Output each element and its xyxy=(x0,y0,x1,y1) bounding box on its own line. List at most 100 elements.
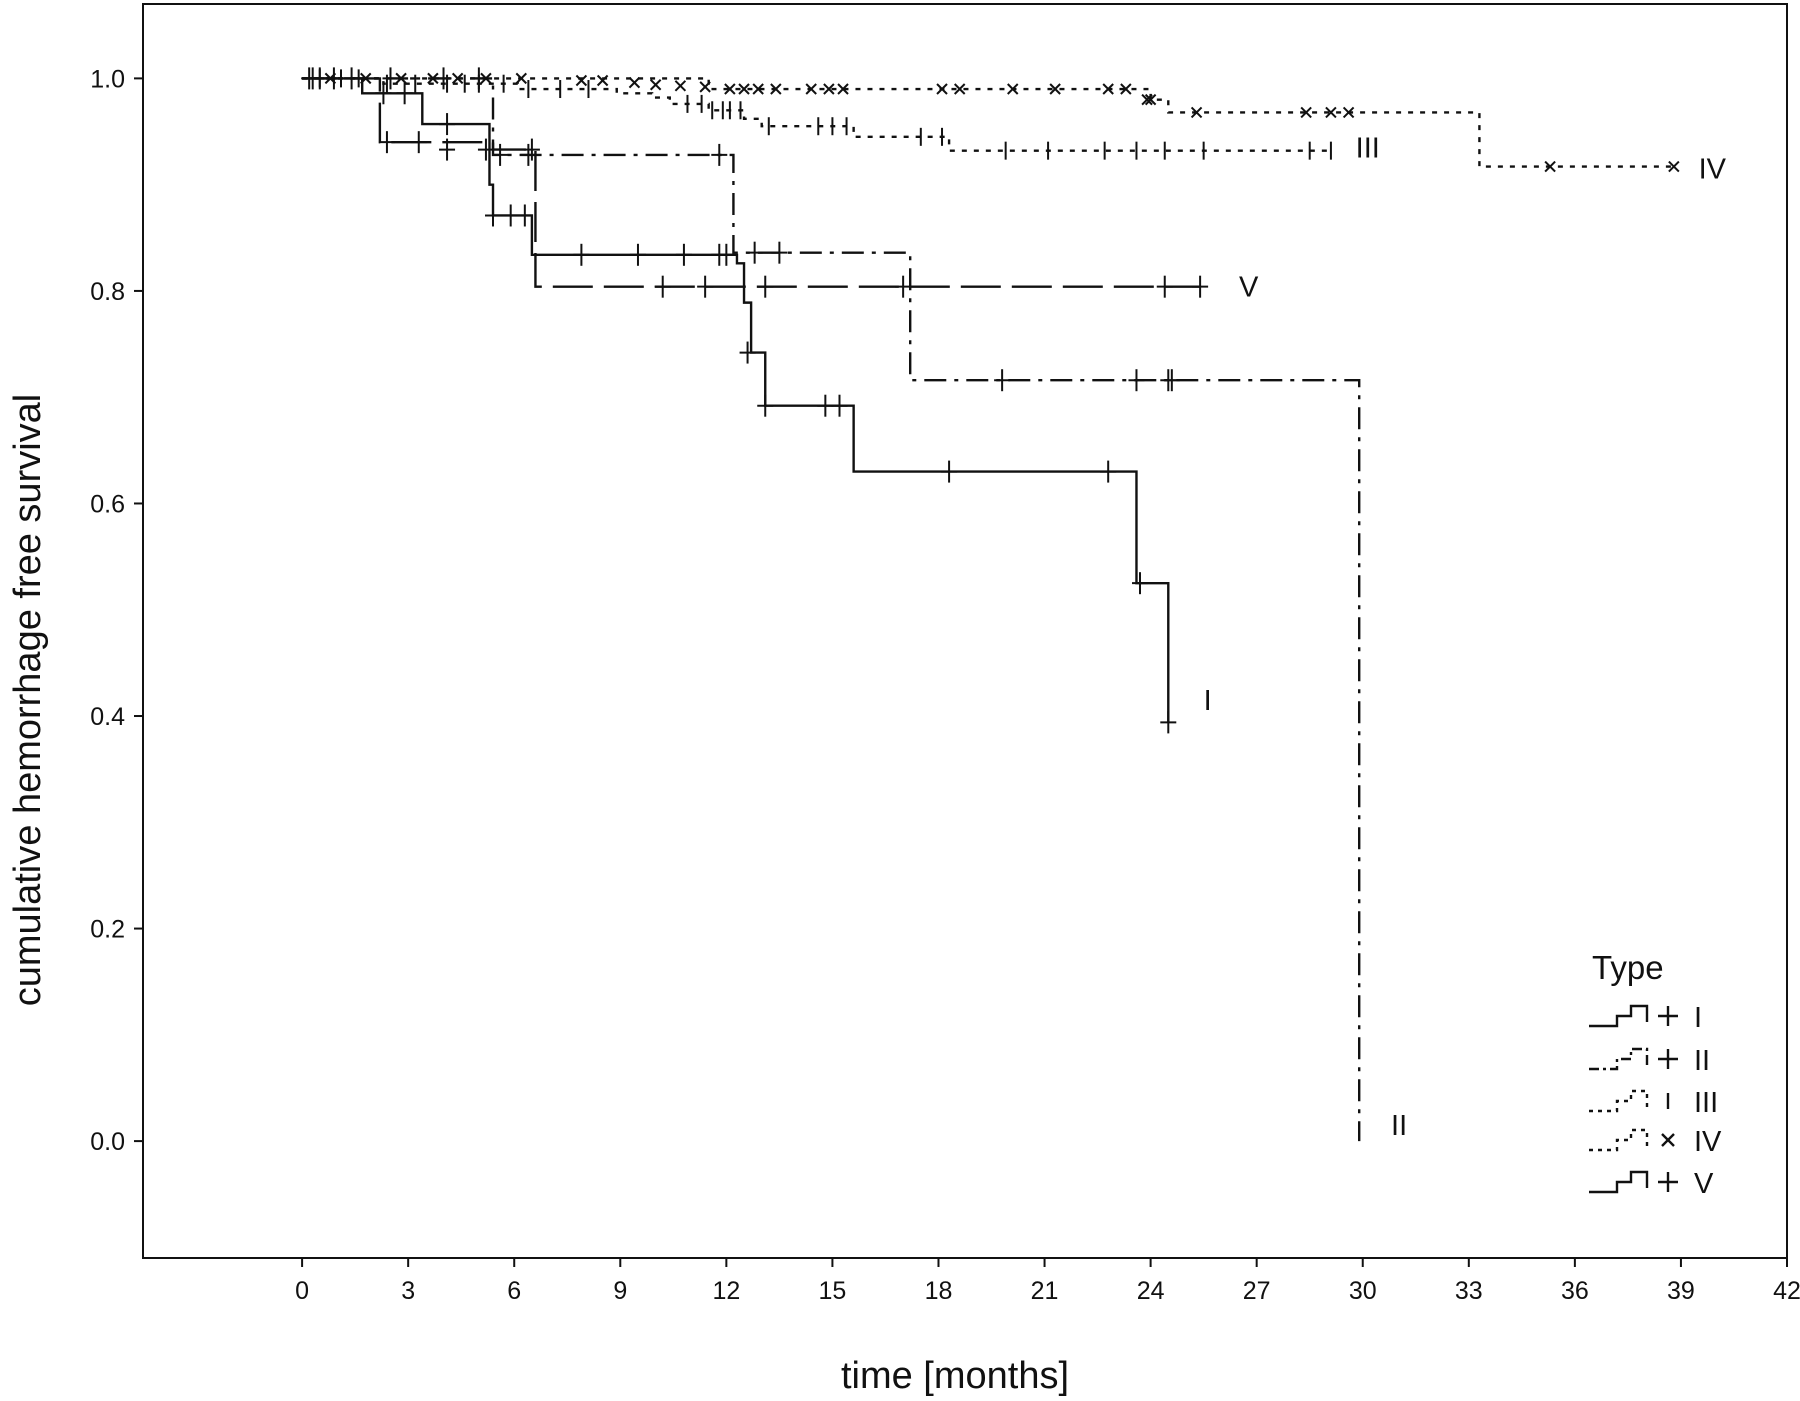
x-tick-label: 42 xyxy=(1773,1277,1800,1305)
legend-item-V: V xyxy=(1589,1168,1714,1200)
series-I-censor xyxy=(718,243,735,266)
legend-item-I: I xyxy=(1589,1002,1702,1034)
series-I-censor xyxy=(375,82,392,105)
series-IV-censor xyxy=(823,83,835,95)
series-I-censor xyxy=(502,204,519,227)
series-V-censor xyxy=(439,138,456,161)
series-IV-censor xyxy=(752,83,764,95)
series-II-censor xyxy=(492,143,509,166)
series-IV-censor xyxy=(1007,83,1019,95)
legend-item-IV: IV xyxy=(1589,1126,1722,1158)
legend-swatch xyxy=(1589,1170,1649,1194)
series-IV-censor xyxy=(515,72,528,85)
series-V-censor xyxy=(410,131,427,154)
series-IV-censor xyxy=(1325,106,1337,119)
series-I-censor xyxy=(516,204,533,227)
series-II-censor xyxy=(746,241,763,264)
series-I-censor xyxy=(1100,460,1117,483)
series-I-censor xyxy=(757,394,774,417)
series-I-censor xyxy=(573,243,590,266)
x-tick-label: 12 xyxy=(712,1277,740,1305)
series-IV-censor xyxy=(738,83,750,95)
series-IV-censor xyxy=(770,83,782,95)
x-tick-label: 3 xyxy=(401,1277,415,1305)
series-I-censor xyxy=(1160,711,1177,734)
series-IV-censor xyxy=(395,72,407,85)
y-tick-label: 0.6 xyxy=(90,490,125,518)
legend-title: Type xyxy=(1592,949,1664,986)
y-tick-label: 0.0 xyxy=(90,1128,125,1156)
series-IV-censor xyxy=(936,83,948,95)
series-IV-censor xyxy=(837,83,849,95)
y-tick-label: 0.8 xyxy=(90,278,125,306)
series-II-censor xyxy=(994,369,1011,392)
series-I-censor xyxy=(396,82,413,105)
y-tick-label: 0.2 xyxy=(90,916,125,944)
legend-label: I xyxy=(1694,1002,1702,1034)
series-III-line xyxy=(302,77,1331,152)
series-IV-censor xyxy=(324,72,337,85)
x-tick-label: 21 xyxy=(1031,1277,1059,1305)
x-tick-label: 36 xyxy=(1561,1277,1589,1305)
series-V-censor xyxy=(378,131,395,154)
legend-marker xyxy=(1658,1172,1678,1192)
censor-marks xyxy=(301,67,1680,734)
series-IV-censor xyxy=(628,76,641,89)
legend-label: III xyxy=(1694,1087,1718,1119)
x-tick-label: 24 xyxy=(1137,1277,1165,1305)
y-tick-label: 1.0 xyxy=(90,65,125,93)
series-IV-censor xyxy=(699,81,711,93)
legend-swatch xyxy=(1589,1047,1649,1071)
series-II-censor xyxy=(520,143,537,166)
x-tick-label: 6 xyxy=(507,1277,521,1305)
series-V-censor xyxy=(654,275,671,298)
legend-item-II: II xyxy=(1589,1045,1710,1077)
series-V-end-label: V xyxy=(1239,272,1259,304)
series-I-censor xyxy=(629,243,646,266)
series-I-censor xyxy=(485,204,502,227)
series-I-censor xyxy=(343,67,360,90)
series-V-censor xyxy=(1156,275,1173,298)
legend-swatch xyxy=(1589,1089,1649,1113)
series-IV-censor xyxy=(575,74,588,87)
x-tick-label: 27 xyxy=(1243,1277,1271,1305)
series-II-line xyxy=(302,77,1361,1142)
survival-curves xyxy=(302,77,1674,1142)
series-IV-censor xyxy=(451,72,464,85)
series-IV-censor xyxy=(1668,160,1680,173)
series-V-censor xyxy=(477,138,494,161)
series-V-censor xyxy=(895,275,912,298)
y-axis-label: cumulative hemorrhage free survival xyxy=(7,394,49,1007)
legend-marker xyxy=(1661,1133,1675,1147)
series-I-censor xyxy=(675,243,692,266)
legend-label: II xyxy=(1694,1045,1710,1077)
legend-item-III: III xyxy=(1589,1087,1718,1119)
series-IV-censor xyxy=(1342,106,1355,119)
series-IV-censor xyxy=(674,80,687,92)
series-IV-censor xyxy=(1190,106,1203,119)
series-IV-line xyxy=(302,77,1674,168)
series-IV-censor xyxy=(1544,160,1556,173)
series-IV-censor xyxy=(427,72,439,85)
legend-label: IV xyxy=(1694,1126,1722,1158)
y-axis-ticks: 0.0 0.2 0.4 0.6 0.8 1.0 xyxy=(90,65,143,1156)
series-II-censor xyxy=(771,241,788,264)
x-tick-label: 0 xyxy=(295,1277,309,1305)
legend-marker xyxy=(1658,1006,1678,1026)
series-II-censor xyxy=(382,67,399,90)
series-IV-censor xyxy=(1102,83,1114,95)
y-tick-label: 0.4 xyxy=(90,703,125,731)
series-I-censor xyxy=(1132,572,1149,595)
series-V-censor xyxy=(757,275,774,298)
x-tick-label: 9 xyxy=(613,1277,627,1305)
series-IV-censor xyxy=(953,83,966,95)
series-I-line xyxy=(302,77,1170,723)
x-tick-label: 33 xyxy=(1455,1277,1483,1305)
series-IV-censor xyxy=(805,83,817,95)
series-IV-censor xyxy=(1144,93,1157,106)
series-IV-end-label: IV xyxy=(1699,154,1727,186)
legend-swatch xyxy=(1589,1004,1649,1028)
series-I-censor xyxy=(325,67,342,90)
